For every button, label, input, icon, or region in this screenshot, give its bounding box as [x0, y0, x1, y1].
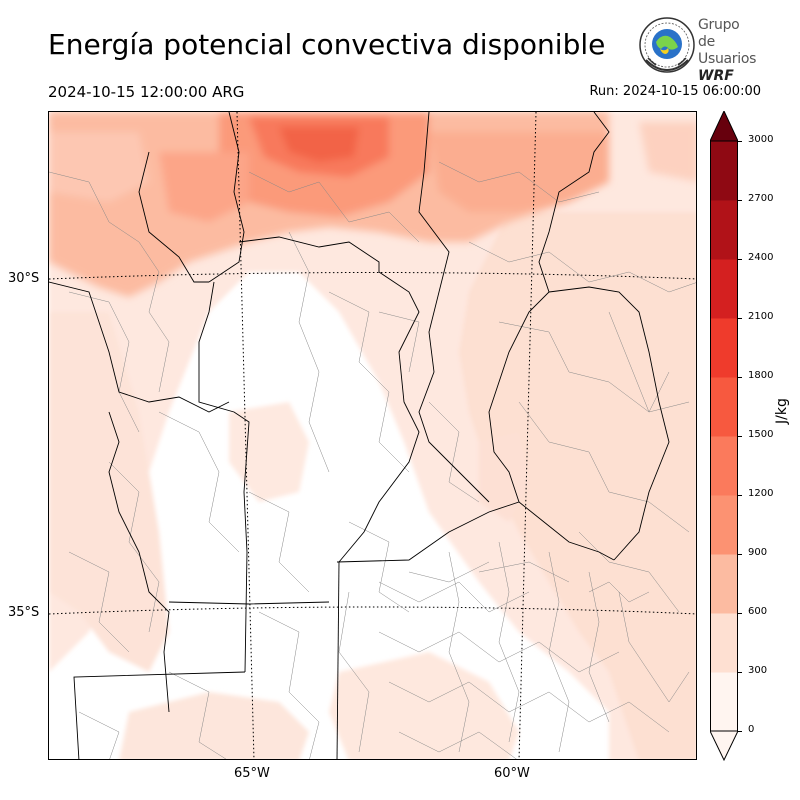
- colorbar-outline: [710, 140, 738, 732]
- colorbar-tick-label: 2700: [748, 193, 774, 204]
- colorbar-tick-label: 3000: [748, 134, 774, 145]
- logo-line-3: WRF: [698, 68, 734, 84]
- colorbar-tick-mark: [738, 554, 742, 555]
- colorbar-tick-mark: [738, 200, 742, 201]
- cape-shading-medium: [49, 112, 696, 297]
- colorbar-band: [710, 554, 738, 614]
- globe-emblem-icon: [639, 17, 695, 73]
- colorbar-band: [710, 436, 738, 496]
- colorbar-tick-mark: [738, 731, 742, 732]
- colorbar-band: [710, 377, 738, 437]
- map-title: Energía potencial convectiva disponible: [48, 28, 606, 61]
- colorbar-band: [710, 318, 738, 378]
- colorbar-tick-label: 1800: [748, 370, 774, 381]
- colorbar-tick-label: 2400: [748, 252, 774, 263]
- colorbar-tick-label: 600: [748, 606, 768, 617]
- colorbar-band: [710, 672, 738, 732]
- logo-line-2: Usuarios: [698, 51, 757, 67]
- colorbar-tick-mark: [738, 436, 742, 437]
- colorbar-tick-label: 1500: [748, 429, 774, 440]
- colorbar-tick-mark: [738, 613, 742, 614]
- colorbar-tick-mark: [738, 495, 742, 496]
- lat-label-35s: 35°S: [8, 605, 40, 620]
- colorbar-min-extend: [710, 730, 738, 761]
- colorbar-band: [710, 200, 738, 260]
- colorbar: [710, 111, 738, 761]
- lon-label-60w: 60°W: [494, 766, 530, 781]
- colorbar-band: [710, 141, 738, 201]
- run-time: Run: 2024-10-15 06:00:00: [589, 84, 761, 99]
- colorbar-tick-label: 300: [748, 665, 768, 676]
- valid-time: 2024-10-15 12:00:00 ARG: [48, 83, 245, 101]
- colorbar-tick-mark: [738, 672, 742, 673]
- colorbar-tick-label: 1200: [748, 488, 774, 499]
- colorbar-unit: J/kg: [774, 398, 790, 424]
- colorbar-tick-mark: [738, 141, 742, 142]
- map-canvas: [49, 112, 696, 759]
- colorbar-band: [710, 613, 738, 673]
- colorbar-tick-label: 0: [748, 724, 755, 735]
- colorbar-band: [710, 495, 738, 555]
- province-boundaries: [49, 112, 670, 759]
- colorbar-tick-mark: [738, 259, 742, 260]
- colorbar-tick-label: 900: [748, 547, 768, 558]
- colorbar-max-extend: [710, 111, 738, 142]
- lat-label-30s: 30°S: [8, 271, 40, 286]
- cape-map: [48, 111, 697, 760]
- colorbar-tick-label: 2100: [748, 311, 774, 322]
- graticule: [49, 112, 696, 759]
- colorbar-tick-mark: [738, 377, 742, 378]
- department-boundaries: [49, 161, 696, 759]
- colorbar-tick-mark: [738, 318, 742, 319]
- colorbar-band: [710, 259, 738, 319]
- wrf-logo: Grupo de Usuarios WRF: [638, 16, 758, 84]
- logo-line-1: Grupo de: [698, 17, 740, 50]
- lon-label-65w: 65°W: [234, 766, 270, 781]
